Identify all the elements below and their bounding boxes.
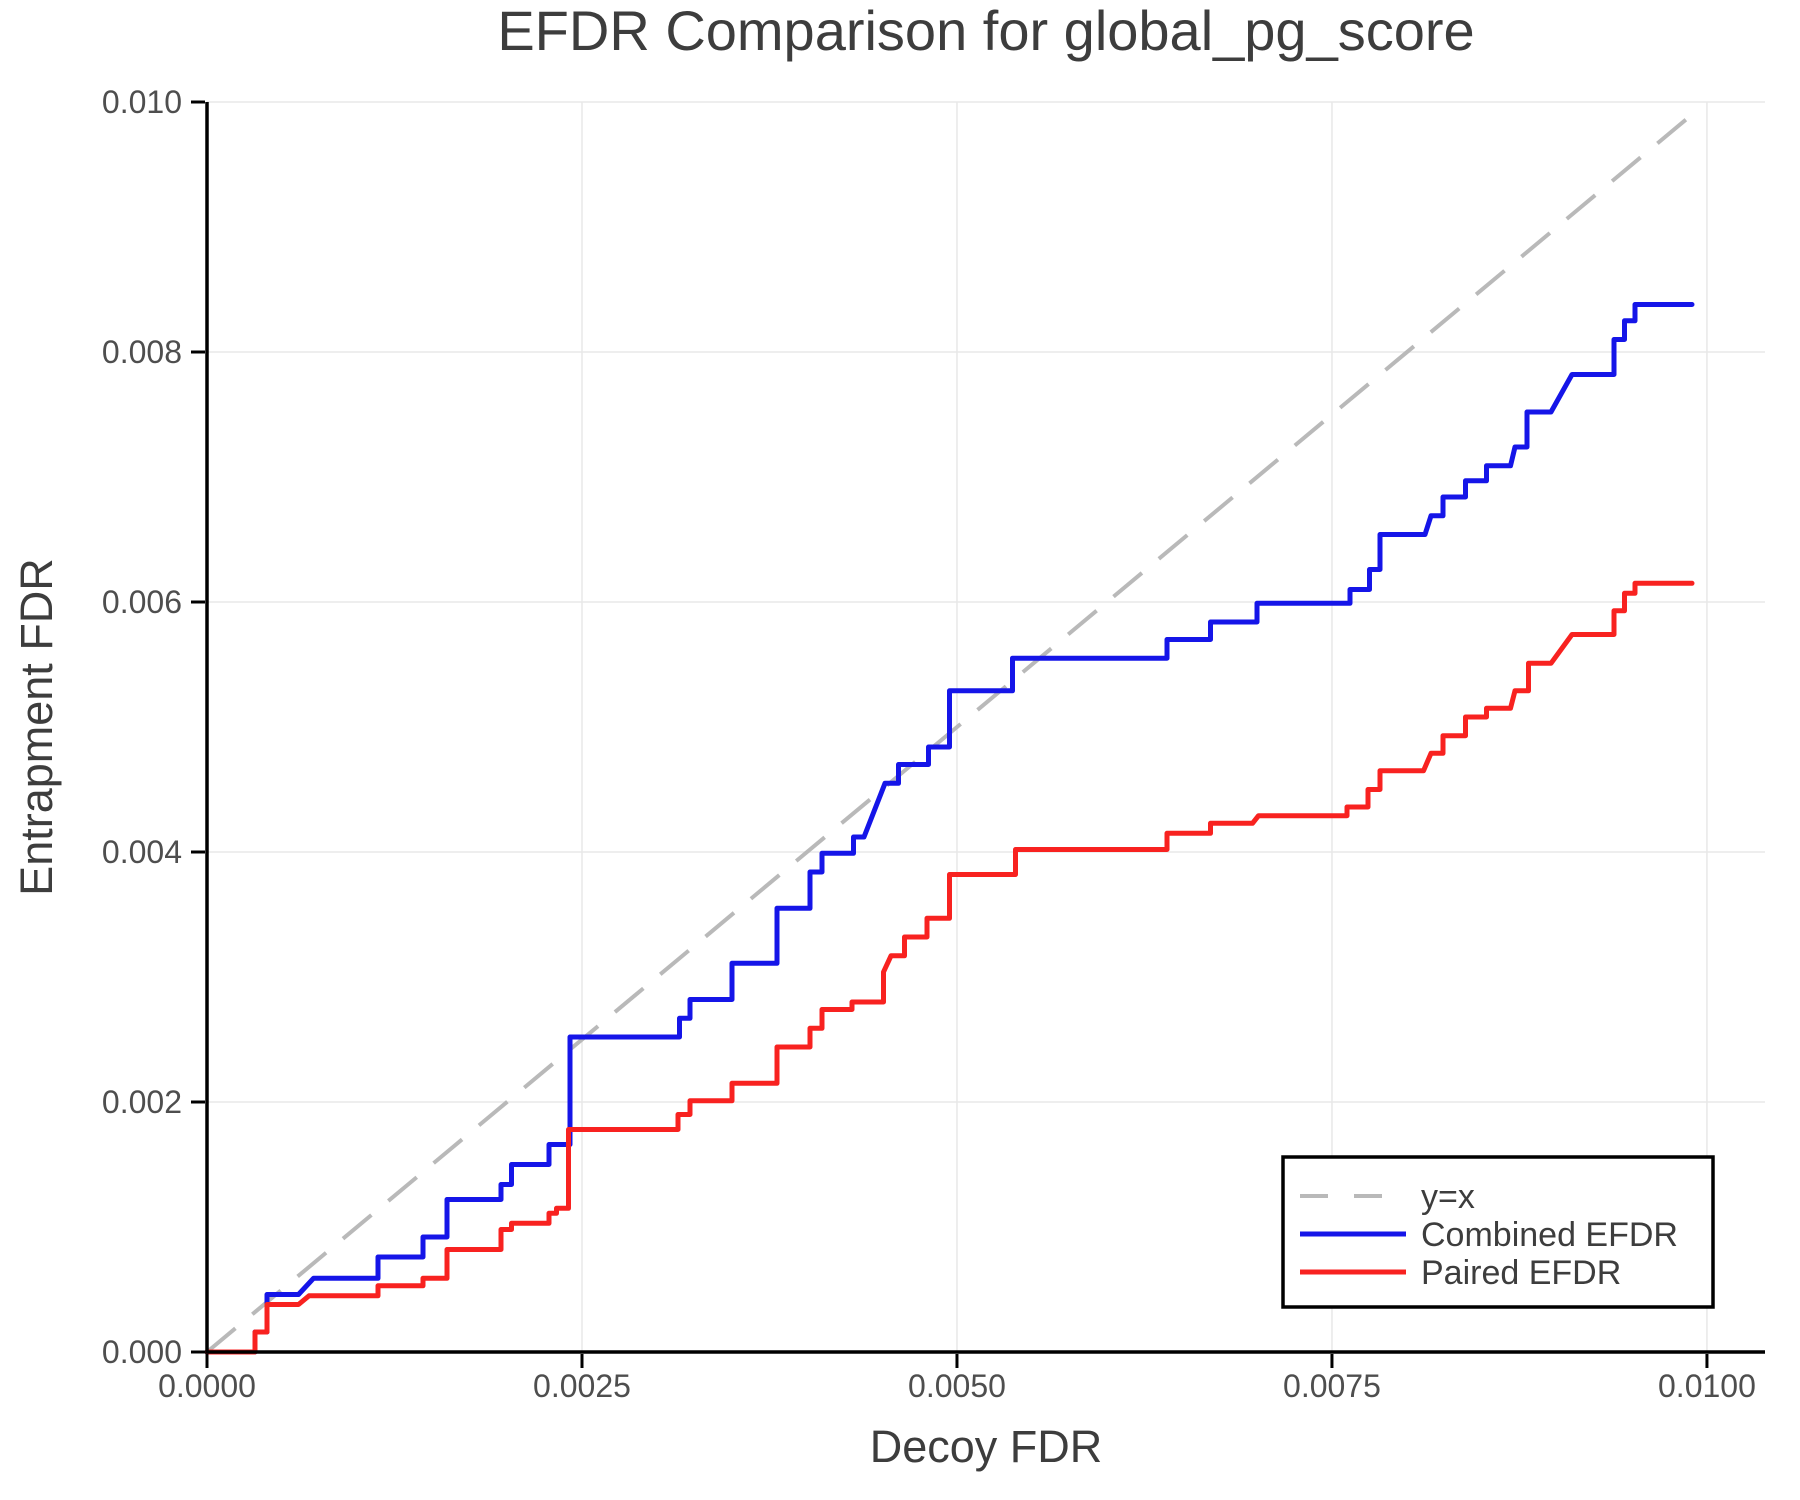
x-axis-label: Decoy FDR — [870, 1421, 1103, 1472]
x-tick-label-0.0000: 0.0000 — [158, 1368, 256, 1404]
y-axis-label: Entrapment FDR — [11, 558, 62, 896]
chart-title: EFDR Comparison for global_pg_score — [497, 0, 1474, 62]
y-tick-label-0.000: 0.000 — [102, 1334, 182, 1370]
x-tick-label-0.0025: 0.0025 — [533, 1368, 631, 1404]
axes — [191, 100, 1765, 1368]
line-y-x — [205, 106, 1701, 1354]
x-tick-label-0.0050: 0.0050 — [908, 1368, 1006, 1404]
legend-label-combined-efdr: Combined EFDR — [1421, 1216, 1678, 1254]
y-tick-label-0.002: 0.002 — [102, 1084, 182, 1120]
y-tick-label-0.010: 0.010 — [102, 84, 182, 120]
y-tick-label-0.004: 0.004 — [102, 834, 182, 870]
x-tick-label-0.0075: 0.0075 — [1283, 1368, 1381, 1404]
tick-labels: 0.0000 0.0025 0.0050 0.0075 0.0100 0.000 0.002… — [102, 84, 1756, 1404]
line-combined-efdr — [204, 302, 1695, 1355]
line-paired-efdr — [204, 580, 1695, 1355]
legend-label-paired-efdr: Paired EFDR — [1421, 1254, 1621, 1292]
x-tick-label-0.0100: 0.0100 — [1658, 1368, 1756, 1404]
legend-label-y-x: y=x — [1421, 1178, 1475, 1216]
y-tick-label-0.008: 0.008 — [102, 334, 182, 370]
gridlines — [207, 101, 1765, 1352]
series-lines — [204, 106, 1701, 1355]
y-tick-label-0.006: 0.006 — [102, 584, 182, 620]
